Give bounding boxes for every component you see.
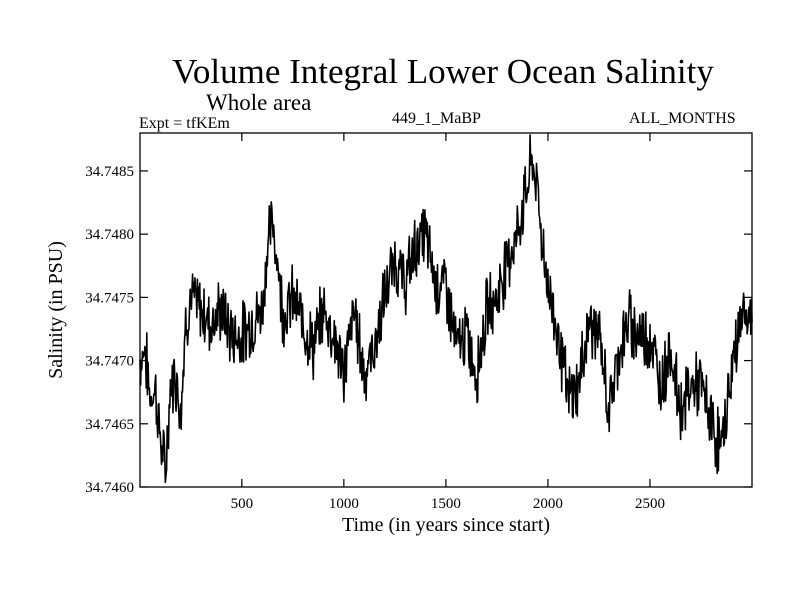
y-tick-label: 34.7465 — [85, 417, 134, 433]
run-label: 449_1_MaBP — [392, 110, 481, 127]
x-axis-title: Time (in years since start) — [342, 514, 550, 536]
salinity-series-line — [139, 134, 753, 484]
y-tick-label: 34.7480 — [85, 227, 134, 243]
x-tick-label: 500 — [231, 496, 254, 512]
y-tick-label: 34.7470 — [85, 354, 134, 370]
x-tick-label: 2500 — [635, 496, 665, 512]
y-axis: 34.7460 34.7465 34.7470 34.7475 34.7480 34.74… — [85, 164, 752, 496]
y-axis-title: Salinity (in PSU) — [45, 241, 67, 379]
x-tick-label: 1000 — [329, 496, 359, 512]
y-tick-label: 34.7460 — [85, 480, 134, 496]
x-tick-label: 1500 — [431, 496, 461, 512]
y-tick-label: 34.7485 — [85, 164, 134, 180]
chart-subtitle: Whole area — [206, 90, 312, 115]
plot-frame — [139, 132, 753, 488]
chart-title: Volume Integral Lower Ocean Salinity — [172, 52, 714, 91]
x-axis: 500 1000 1500 2000 2500 — [231, 133, 665, 512]
y-tick-label: 34.7475 — [85, 290, 134, 306]
experiment-label: Expt = tfKEm — [139, 115, 230, 132]
x-tick-label: 2000 — [533, 496, 563, 512]
months-label: ALL_MONTHS — [629, 110, 736, 127]
